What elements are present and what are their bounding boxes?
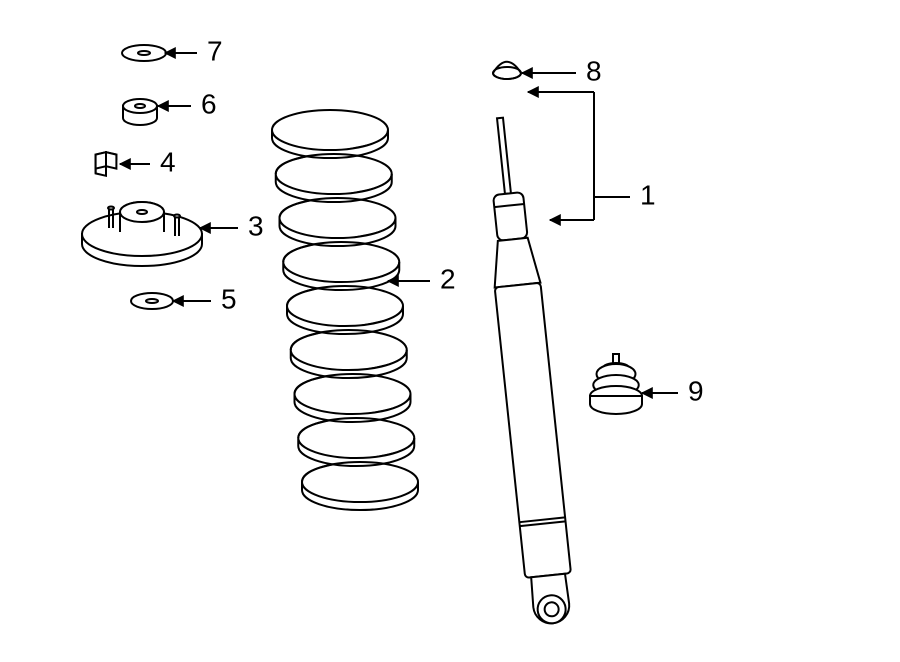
part-3-mount [82, 202, 202, 266]
callout-label-5: 5 [221, 283, 237, 314]
part-8-cap [493, 62, 521, 79]
callout-label-6: 6 [201, 88, 217, 119]
part-2-spring [272, 110, 418, 510]
callout-label-1: 1 [640, 179, 656, 210]
parts-diagram: 1 2 3 4 5 6 7 8 9 [0, 0, 900, 662]
part-9-bumper [590, 354, 642, 414]
part-4-nut [96, 152, 117, 176]
callout-label-9: 9 [688, 375, 704, 406]
callout-label-7: 7 [207, 35, 223, 66]
part-7-washer [122, 45, 166, 61]
callout-label-4: 4 [160, 146, 176, 177]
callout-label-8: 8 [586, 55, 602, 86]
callout-label-3: 3 [248, 210, 264, 241]
part-1-strut [477, 116, 576, 626]
part-6-bushing [123, 99, 157, 125]
callout-label-2: 2 [440, 263, 456, 294]
part-5-washer [131, 293, 173, 309]
